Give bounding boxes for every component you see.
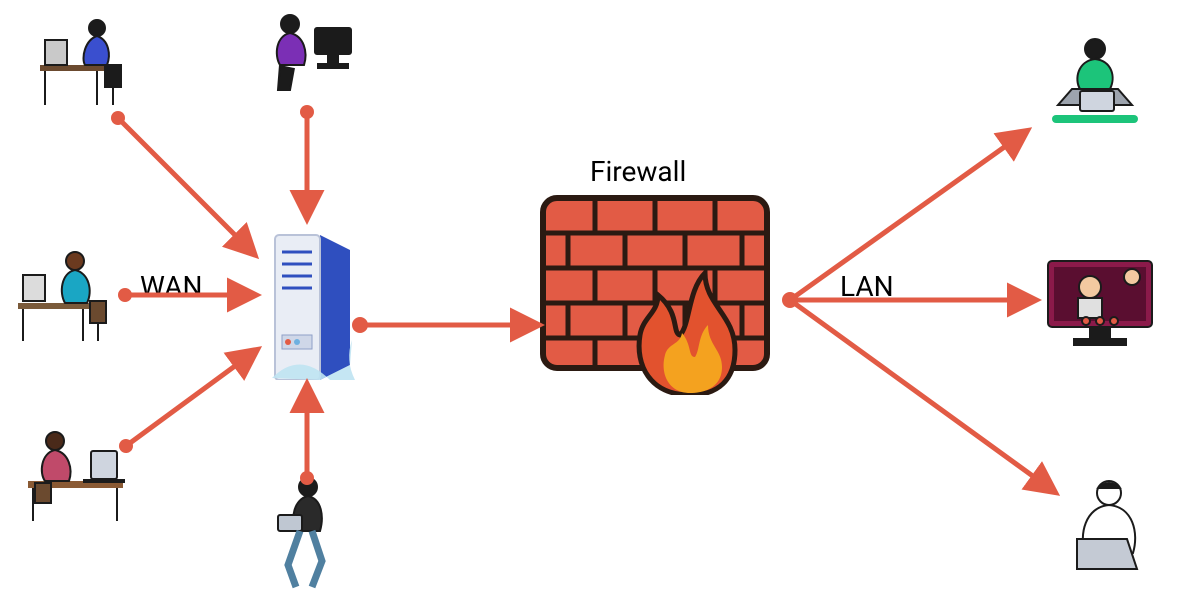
wan-label: WAN (140, 270, 203, 303)
edge-lan-tr (790, 133, 1024, 300)
server-icon (260, 230, 360, 380)
firewall-icon (540, 195, 770, 395)
edge-wan-tl (118, 118, 252, 252)
lan-user-middle-right-icon (1040, 255, 1160, 355)
lan-user-bottom-right-icon (1055, 475, 1160, 585)
firewall-label: Firewall (590, 155, 686, 188)
wan-user-top-right-icon (260, 10, 360, 105)
wan-user-top-left-icon (35, 10, 135, 110)
wan-user-middle-left-icon (15, 245, 120, 345)
lan-label: LAN (840, 270, 894, 303)
lan-user-top-right-icon (1040, 35, 1150, 130)
edge-wan-bl (126, 352, 254, 446)
edge-lan-br (790, 300, 1052, 490)
wan-user-bottom-left-icon (25, 425, 135, 525)
wan-user-bottom-center-icon (260, 475, 350, 590)
